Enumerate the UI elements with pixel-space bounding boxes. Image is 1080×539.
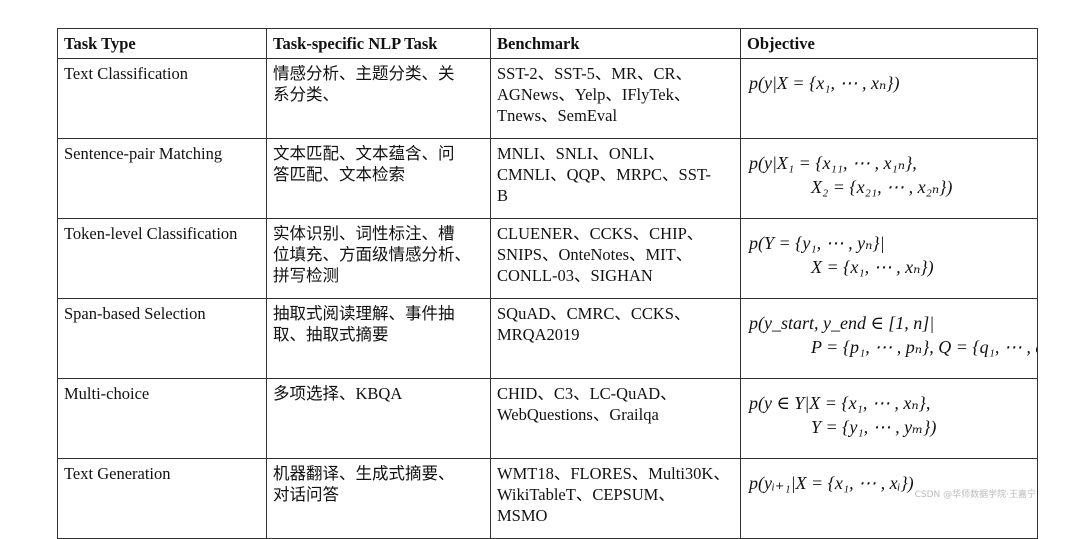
cell-line: CHID、C3、LC-QuAD、 <box>497 384 677 403</box>
objective-cell: p(Y = {y₁, ⋯ , yₙ}| X = {x₁, ⋯ , xₙ}) <box>740 218 1038 299</box>
table-row: Span-based Selection 抽取式阅读理解、事件抽 取、抽取式摘要 SQ… <box>57 298 1038 379</box>
table-row: Text Generation 机器翻译、生成式摘要、 对话问答 WMT18、FLOR… <box>57 458 1038 539</box>
cell-line: AGNews、Yelp、IFlyTek、 <box>497 85 691 104</box>
cell-line: p(yᵢ₊₁|X = {x₁, ⋯ , xᵢ}) <box>749 473 914 493</box>
cell-line: WebQuestions、Grailqa <box>497 405 659 424</box>
task-type-cell: Multi-choice <box>57 378 267 459</box>
cell-line: p(y|X₁ = {x₁₁, ⋯ , x₁ₙ}, <box>749 153 917 173</box>
objective-cell: p(y|X₁ = {x₁₁, ⋯ , x₁ₙ}, X₂ = {x₂₁, ⋯ , x… <box>740 138 1038 219</box>
cell-line: SNIPS、OnteNotes、MIT、 <box>497 245 693 264</box>
objective-cell: p(y_start, y_end ∈ [1, n]| P = {p₁, ⋯ , p… <box>740 298 1038 379</box>
task-table: Task Type Task-specific NLP Task Benchmark… <box>57 28 1038 539</box>
table-row: Multi-choice 多项选择、KBQA CHID、C3、LC-QuAD、 Web… <box>57 378 1038 459</box>
table-row: Token-level Classification 实体识别、词性标注、槽 位填充… <box>57 218 1038 299</box>
nlp-task-cell: 抽取式阅读理解、事件抽 取、抽取式摘要 <box>266 298 491 379</box>
cell-line: 多项选择、KBQA <box>273 384 403 403</box>
cell-line: 抽取式阅读理解、事件抽 <box>273 304 455 323</box>
cell-line: p(y|X = {x₁, ⋯ , xₙ}) <box>749 73 900 93</box>
cell-line: MSMO <box>497 506 548 525</box>
nlp-task-cell: 机器翻译、生成式摘要、 对话问答 <box>266 458 491 539</box>
table-row: Sentence-pair Matching 文本匹配、文本蕴含、问 答匹配、文本检… <box>57 138 1038 219</box>
cell-line: X = {x₁, ⋯ , xₙ}) <box>811 257 934 277</box>
benchmark-cell: SST-2、SST-5、MR、CR、 AGNews、Yelp、IFlyTek、 Tn… <box>490 58 741 139</box>
cell-line: p(y_start, y_end ∈ [1, n]| <box>749 313 935 333</box>
cell-line: 实体识别、词性标注、槽 <box>273 224 455 243</box>
objective-cell: p(y|X = {x₁, ⋯ , xₙ}) <box>740 58 1038 139</box>
task-type-cell: Token-level Classification <box>57 218 267 299</box>
header-cell: Task Type <box>57 28 267 59</box>
table-body: Text Classification 情感分析、主题分类、关 系分类、 SST-2、… <box>57 58 1038 539</box>
nlp-task-cell: 实体识别、词性标注、槽 位填充、方面级情感分析、 拼写检测 <box>266 218 491 299</box>
cell-line: MRQA2019 <box>497 325 580 344</box>
task-type-cell: Text Classification <box>57 58 267 139</box>
cell-line: Tnews、SemEval <box>497 106 618 125</box>
nlp-task-cell: 情感分析、主题分类、关 系分类、 <box>266 58 491 139</box>
header-row: Task Type Task-specific NLP Task Benchmark… <box>57 28 1038 59</box>
cell-line: p(y ∈ Y|X = {x₁, ⋯ , xₙ}, <box>749 393 931 413</box>
cell-line: 机器翻译、生成式摘要、 <box>273 464 455 483</box>
cell-line: MNLI、SNLI、ONLI、 <box>497 144 665 163</box>
cell-line: 取、抽取式摘要 <box>273 325 389 344</box>
cell-line: 拼写检测 <box>273 266 339 285</box>
header-cell: Task-specific NLP Task <box>266 28 491 59</box>
cell-line: p(Y = {y₁, ⋯ , yₙ}| <box>749 233 885 253</box>
cell-line: CONLL-03、SIGHAN <box>497 266 653 285</box>
cell-line: WMT18、FLORES、Multi30K、 <box>497 464 730 483</box>
benchmark-cell: CHID、C3、LC-QuAD、 WebQuestions、Grailqa <box>490 378 741 459</box>
cell-line: 位填充、方面级情感分析、 <box>273 245 471 264</box>
table-row: Text Classification 情感分析、主题分类、关 系分类、 SST-2、… <box>57 58 1038 139</box>
watermark: CSDN @华师数据学院·王嘉宁 <box>914 490 1036 500</box>
cell-line: Y = {y₁, ⋯ , yₘ}) <box>811 417 937 437</box>
cell-line: SQuAD、CMRC、CCKS、 <box>497 304 691 323</box>
cell-line: WikiTableT、CEPSUM、 <box>497 485 675 504</box>
task-type-cell: Sentence-pair Matching <box>57 138 267 219</box>
header-cell: Objective <box>740 28 1038 59</box>
benchmark-cell: MNLI、SNLI、ONLI、 CMNLI、QQP、MRPC、SST- B <box>490 138 741 219</box>
nlp-task-cell: 多项选择、KBQA <box>266 378 491 459</box>
cell-line: 系分类、 <box>273 85 339 104</box>
cell-line: CLUENER、CCKS、CHIP、 <box>497 224 704 243</box>
cell-line: X₂ = {x₂₁, ⋯ , x₂ₙ}) <box>811 177 953 197</box>
cell-line: SST-2、SST-5、MR、CR、 <box>497 64 693 83</box>
task-type-cell: Text Generation <box>57 458 267 539</box>
task-type-cell: Span-based Selection <box>57 298 267 379</box>
objective-cell: p(y ∈ Y|X = {x₁, ⋯ , xₙ}, Y = {y₁, ⋯ , yₘ… <box>740 378 1038 459</box>
nlp-task-cell: 文本匹配、文本蕴含、问 答匹配、文本检索 <box>266 138 491 219</box>
benchmark-cell: SQuAD、CMRC、CCKS、 MRQA2019 <box>490 298 741 379</box>
cell-line: 答匹配、文本检索 <box>273 165 405 184</box>
benchmark-cell: WMT18、FLORES、Multi30K、 WikiTableT、CEPSUM、… <box>490 458 741 539</box>
header-cell: Benchmark <box>490 28 741 59</box>
cell-line: 文本匹配、文本蕴含、问 <box>273 144 455 163</box>
cell-line: 对话问答 <box>273 485 339 504</box>
cell-line: 情感分析、主题分类、关 <box>273 64 455 83</box>
benchmark-cell: CLUENER、CCKS、CHIP、 SNIPS、OnteNotes、MIT、 CO… <box>490 218 741 299</box>
cell-line: P = {p₁, ⋯ , pₙ}, Q = {q₁, ⋯ , qₘ}) <box>811 337 1037 357</box>
cell-line: B <box>497 186 509 205</box>
cell-line: CMNLI、QQP、MRPC、SST- <box>497 165 711 184</box>
page: {"table": { "header": ["Task Type", "Tas… <box>57 28 1038 539</box>
